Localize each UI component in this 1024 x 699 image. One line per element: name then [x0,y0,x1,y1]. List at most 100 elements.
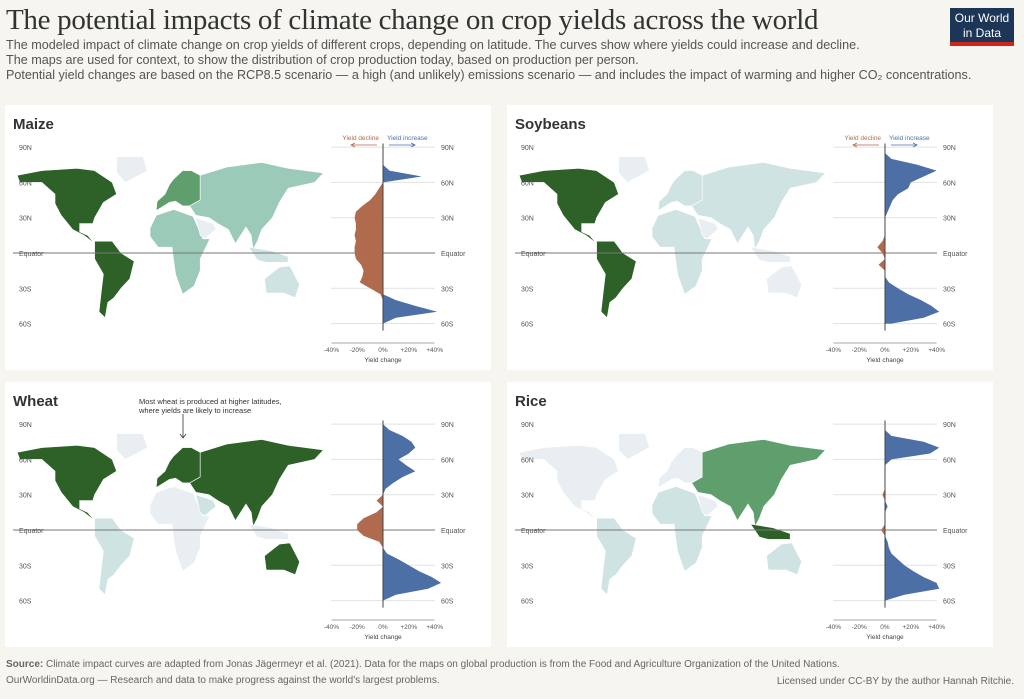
lat-label-right: 90N [441,422,454,429]
lat-label-left: 60N [521,180,534,187]
lat-label-left: Equator [19,251,44,258]
lat-label-left: 60N [521,457,534,464]
lat-label-left: 90N [521,422,534,429]
legend-increase: Yield increase [889,135,930,142]
map-region-na [518,167,619,244]
map-region-arabia [697,494,719,517]
map-region-indonesia [247,246,289,263]
x-axis-label: Yield change [866,357,904,364]
lat-label-left: 90N [19,422,32,429]
page-title: The potential impacts of climate change … [6,4,819,36]
map-region-sa [94,517,135,596]
x-tick-label: +40% [928,624,945,631]
arrow-left-icon [852,142,879,148]
lat-label-right: Equator [441,528,466,535]
annotation-text: Most wheat is produced at higher latitud… [139,397,282,406]
x-tick-label: -20% [852,624,867,631]
source-label: Source: [6,659,44,670]
x-tick-label: +40% [426,347,443,354]
x-tick-label: -40% [324,624,339,631]
world-map [518,156,827,319]
map-region-africa [651,486,713,572]
x-tick-label: -40% [826,347,841,354]
map-region-sa [596,517,637,596]
x-tick-label: +40% [928,347,945,354]
panel-wheat: 90N 90N 60N 60N 30N 30N Equator Equator 30S 30S 60… [5,382,491,647]
subtitle-line-1: The modeled impact of climate change on … [6,38,860,52]
panel-rice: 90N 90N 60N 60N 30N 30N Equator Equator 30S 30S 60… [507,382,993,647]
map-region-arabia [697,217,719,240]
source-note: Source: Climate impact curves are adapte… [6,659,840,670]
map-region-indonesia [749,246,791,263]
arrow-right-icon [389,142,416,148]
x-tick-label: -20% [350,624,365,631]
map-region-arabia [195,494,217,517]
x-tick-label: +20% [902,347,919,354]
map-region-africa [149,486,211,572]
lat-label-right: Equator [943,251,968,258]
lat-label-right: 30S [943,286,956,293]
arrow-left-icon [350,142,377,148]
map-region-asia [691,162,827,251]
panel-title: Wheat [13,393,58,410]
lat-label-right: 30S [441,286,454,293]
x-tick-label: 0% [880,624,890,631]
map-region-asia [189,162,325,251]
crop-chart: 90N 90N 60N 60N 30N 30N Equator Equator 30S 30S 60… [13,393,466,641]
yield-decline-area [877,147,885,324]
lat-label-right: 30N [441,216,454,223]
lat-label-right: 60S [441,599,454,606]
map-region-europe [657,170,703,212]
lat-label-right: 60S [441,322,454,329]
x-tick-label: +40% [426,624,443,631]
lat-label-right: Equator [441,251,466,258]
map-region-africa [149,209,211,295]
legend-decline: Yield decline [844,135,881,142]
lat-label-left: 30S [521,286,534,293]
map-region-europe [155,170,201,212]
annotation-arrow-icon [179,414,187,439]
lat-label-left: 60S [521,599,534,606]
lat-label-left: 30N [19,216,32,223]
x-tick-label: 0% [378,624,388,631]
yield-decline-area [357,424,383,601]
map-region-sa [596,240,637,319]
map-region-indonesia [247,523,289,540]
x-tick-label: +20% [400,347,417,354]
crop-chart: 90N 90N 60N 60N 30N 30N Equator Equator 30S 30S 60… [515,393,968,641]
x-axis-label: Yield change [364,357,402,364]
map-region-na [518,444,619,521]
x-tick-label: -40% [324,347,339,354]
lat-label-left: Equator [19,528,44,535]
map-region-greenland [618,433,650,460]
lat-label-left: 30S [521,563,534,570]
lat-label-right: 60N [943,457,956,464]
lat-label-left: 90N [19,145,32,152]
lat-label-left: 30S [19,286,32,293]
x-tick-label: 0% [378,347,388,354]
panel-title: Rice [515,393,547,410]
map-region-greenland [618,156,650,183]
legend-increase: Yield increase [387,135,428,142]
subtitle-line-2: The maps are used for context, to show t… [6,53,639,67]
source-text: Climate impact curves are adapted from J… [46,659,840,670]
license-note: Licensed under CC-BY by the author Hanna… [776,676,1014,687]
x-tick-label: -40% [826,624,841,631]
lat-label-right: 60N [441,180,454,187]
yield-increase-area [383,147,438,324]
lat-label-left: 60S [19,322,32,329]
x-axis-label: Yield change [364,634,402,641]
legend-decline: Yield decline [342,135,379,142]
map-region-sa [94,240,135,319]
lat-label-left: 30N [521,216,534,223]
x-tick-label: 0% [880,347,890,354]
yield-decline-area [354,147,383,324]
lat-label-right: 60S [943,599,956,606]
map-region-australia [264,265,300,299]
lat-label-right: 30S [441,563,454,570]
map-region-na [16,444,117,521]
lat-label-right: Equator [943,528,968,535]
lat-label-left: 60N [19,180,32,187]
world-map [518,433,827,596]
lat-label-left: 30N [19,493,32,500]
